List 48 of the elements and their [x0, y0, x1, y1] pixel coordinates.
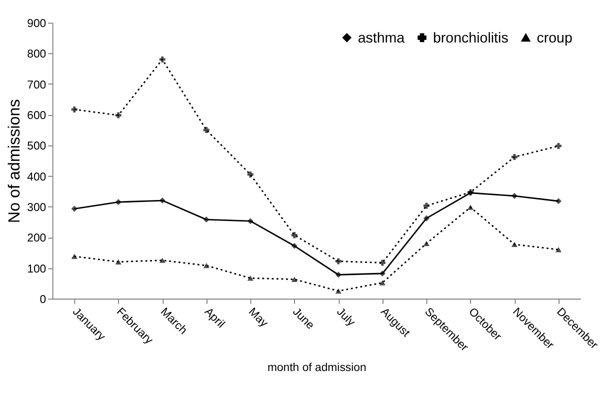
point: [511, 242, 518, 247]
y-tick-label: 0: [40, 294, 46, 306]
y-tick-label: 400: [27, 171, 46, 184]
legend-label: croup: [536, 30, 572, 46]
point: [203, 216, 210, 223]
point: [71, 206, 78, 212]
y-tick-label: 200: [27, 232, 46, 245]
point: [71, 106, 78, 112]
y-tick-label: 700: [27, 79, 46, 92]
y-tick-label: 500: [27, 140, 46, 153]
point: [159, 258, 166, 263]
point: [247, 171, 254, 178]
x-axis-title: month of admission: [267, 362, 366, 374]
point: [379, 280, 386, 286]
legend-label: bronchiolitis: [432, 30, 508, 46]
x-tick-label: July: [334, 306, 358, 329]
point: [115, 259, 122, 264]
x-tick-label: May: [246, 306, 270, 330]
point: [335, 272, 342, 278]
point: [423, 215, 430, 222]
point: [247, 276, 254, 281]
y-axis-title: No of admissions: [5, 99, 24, 224]
y-tick-label: 900: [27, 18, 46, 30]
point: [555, 246, 562, 252]
point: [335, 288, 342, 294]
y-tick-label: 600: [27, 110, 46, 122]
legend-label: asthma: [358, 30, 405, 46]
point: [247, 218, 254, 224]
point: [379, 260, 386, 266]
point: [423, 202, 430, 209]
point: [203, 262, 210, 268]
point: [467, 204, 474, 210]
point: [423, 240, 430, 246]
point: [291, 242, 298, 249]
point: [335, 258, 342, 264]
point: [291, 276, 298, 282]
point: [159, 56, 166, 62]
y-tick-label: 800: [27, 48, 46, 61]
point: [203, 126, 210, 134]
y-tick-label: 300: [27, 202, 46, 214]
point: [555, 142, 562, 149]
point: [115, 199, 122, 206]
y-tick-label: 100: [27, 263, 46, 276]
point: [71, 254, 78, 259]
x-tick-label: April: [202, 306, 227, 331]
point: [291, 232, 298, 238]
point: [115, 112, 122, 118]
point: [555, 198, 562, 204]
